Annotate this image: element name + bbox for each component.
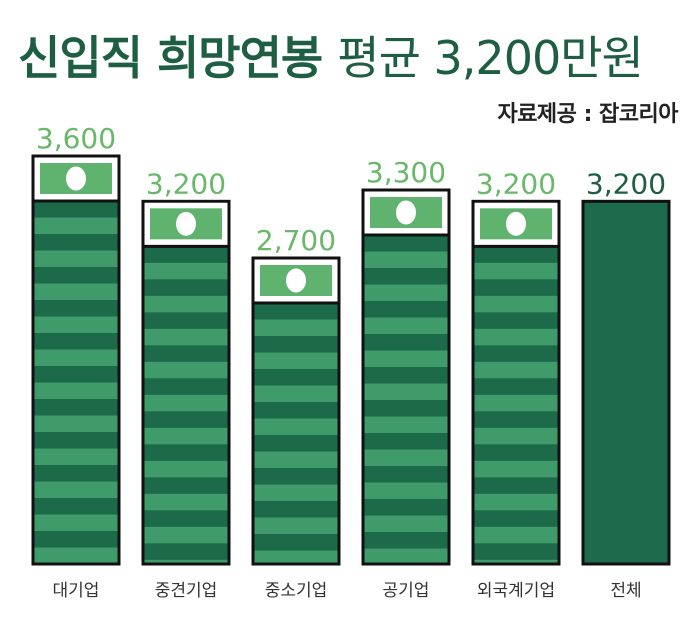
bar-stripe-4-2 <box>473 328 559 346</box>
bar-stripe-0-0 <box>33 217 119 234</box>
bar-stripe-0-9 <box>33 514 119 531</box>
bar-stripe-1-3 <box>143 361 229 379</box>
bar-stripe-4-3 <box>473 361 559 379</box>
bar-stripe-3-8 <box>363 515 449 532</box>
bill-emblem-3 <box>396 200 416 225</box>
bar-stripe-4-4 <box>473 394 559 412</box>
source-credit: 자료제공 : 잡코리아 <box>497 102 678 127</box>
bar-stripe-3-4 <box>363 383 449 400</box>
bar-stripe-4-9 <box>473 559 559 564</box>
bar-stripe-3-5 <box>363 416 449 433</box>
bar-stripe-2-3 <box>253 418 339 435</box>
bar-stripe-2-7 <box>253 550 339 564</box>
bar-stripe-0-1 <box>33 250 119 267</box>
bar-stripe-1-6 <box>143 460 229 478</box>
bar-stripe-1-7 <box>143 493 229 511</box>
bar-stripe-1-1 <box>143 295 229 313</box>
bar-stripe-3-7 <box>363 482 449 499</box>
value-label-2: 2,700 <box>256 224 336 257</box>
bar-stripe-4-1 <box>473 295 559 313</box>
bar-stripe-1-5 <box>143 427 229 445</box>
bar-stripe-4-5 <box>473 427 559 445</box>
category-label-5: 전체 <box>610 581 641 601</box>
bill-emblem-2 <box>286 268 306 293</box>
bar-stripe-0-2 <box>33 283 119 300</box>
bar-outline-0 <box>31 154 121 566</box>
bar-stripe-2-6 <box>253 517 339 534</box>
bar-stripe-1-8 <box>143 526 229 544</box>
bar-stripe-4-6 <box>473 460 559 478</box>
category-label-4: 외국계기업 <box>477 581 555 601</box>
bill-emblem-4 <box>506 211 526 236</box>
bar-stripe-1-2 <box>143 328 229 346</box>
bar-stripe-2-2 <box>253 385 339 402</box>
value-label-1: 3,200 <box>146 167 226 200</box>
bar-stripe-0-4 <box>33 349 119 366</box>
bar-outline-1 <box>141 199 231 566</box>
bar-stripe-3-6 <box>363 449 449 466</box>
bar-stripe-2-0 <box>253 319 339 336</box>
value-label-5: 3,200 <box>586 167 666 200</box>
bar-stripe-3-9 <box>363 548 449 564</box>
bar-stripe-3-3 <box>363 350 449 367</box>
bar-5 <box>581 199 671 566</box>
bar-stripe-2-5 <box>253 484 339 501</box>
value-label-4: 3,200 <box>476 167 556 200</box>
bar-stripe-3-0 <box>363 251 449 268</box>
bar-stripe-0-3 <box>33 316 119 333</box>
bar-stripe-4-8 <box>473 526 559 544</box>
bar-stripe-0-6 <box>33 415 119 432</box>
bar-stripe-1-9 <box>143 559 229 564</box>
value-label-0: 3,600 <box>36 122 116 155</box>
bill-emblem-1 <box>176 211 196 236</box>
category-label-3: 공기업 <box>383 581 430 601</box>
bar-stripe-4-7 <box>473 493 559 511</box>
title-main: 신입직 희망연봉 <box>18 31 323 85</box>
category-label-0: 대기업 <box>53 581 100 601</box>
bar-stripe-0-10 <box>33 547 119 564</box>
bar-stripe-2-4 <box>253 451 339 468</box>
chart-title: 신입직 희망연봉 평균 3,200만원 <box>18 22 644 88</box>
bar-stripe-0-5 <box>33 382 119 399</box>
bar-stripe-4-0 <box>473 262 559 280</box>
bar-stripe-1-0 <box>143 262 229 280</box>
bar-stripe-0-8 <box>33 481 119 498</box>
bar-stripe-3-2 <box>363 317 449 334</box>
bar-stripe-1-4 <box>143 394 229 412</box>
category-label-1: 중견기업 <box>155 581 218 601</box>
bill-emblem-0 <box>66 166 86 191</box>
category-label-2: 중소기업 <box>265 581 328 601</box>
title-accent: 평균 3,200만원 <box>337 31 644 85</box>
bar-outline-4 <box>471 199 561 566</box>
bar-stripe-2-1 <box>253 352 339 369</box>
bar-outline-2 <box>251 256 341 566</box>
bar-outline-3 <box>361 188 451 566</box>
bar-stripe-3-1 <box>363 284 449 301</box>
bar-stripe-0-7 <box>33 448 119 465</box>
value-label-3: 3,300 <box>366 156 446 189</box>
